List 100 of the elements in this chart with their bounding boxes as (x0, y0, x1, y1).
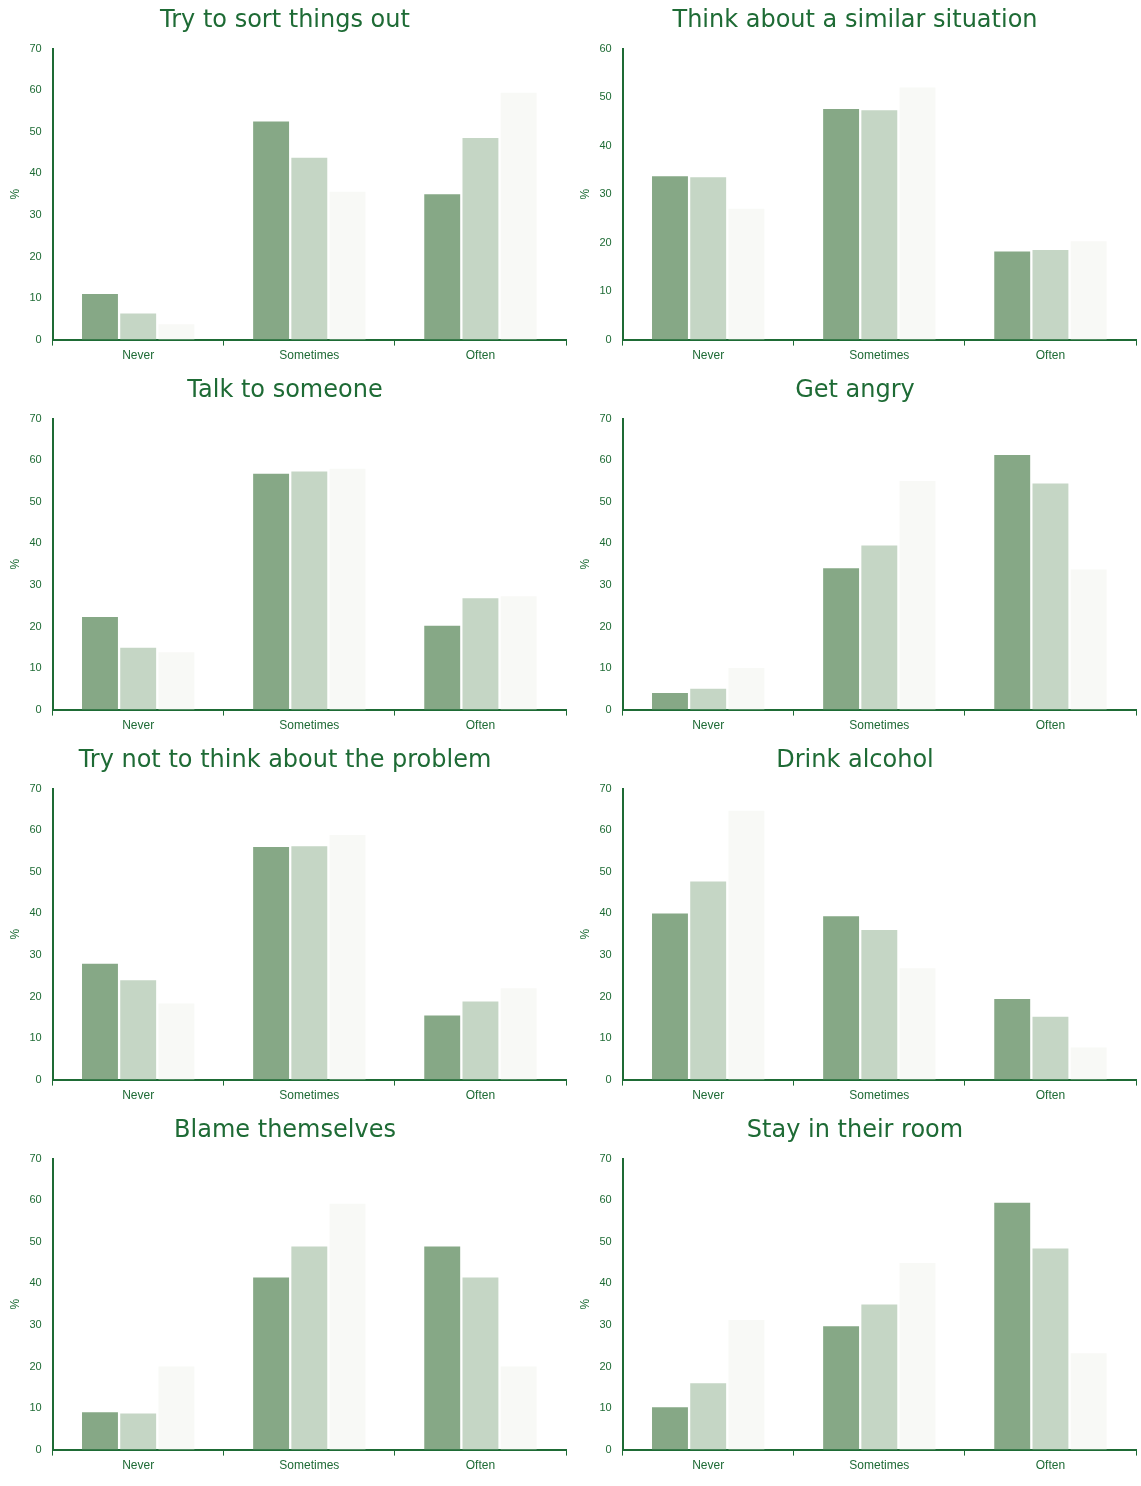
y-tick-label: 60 (599, 823, 612, 836)
bar (994, 999, 1031, 1080)
bar (158, 324, 195, 340)
y-tick-label: 30 (29, 1318, 42, 1330)
y-tick-label: 30 (599, 187, 612, 200)
y-tick-label: 40 (599, 536, 612, 549)
bar (158, 1366, 195, 1450)
x-tick-label: Never (122, 718, 155, 733)
bar (1070, 1353, 1107, 1450)
y-tick-label: 20 (599, 619, 612, 632)
x-tick-label: Sometimes (849, 718, 910, 733)
x-tick-label: Sometimes (849, 348, 910, 363)
x-tick-label: Often (1035, 348, 1066, 363)
bar (728, 668, 765, 710)
y-tick-label: 10 (29, 1401, 42, 1414)
y-tick-label: 40 (29, 906, 42, 919)
bar (291, 1246, 328, 1450)
bar (899, 87, 936, 340)
y-axis-title: % (7, 1298, 22, 1310)
y-tick-label: 40 (599, 1276, 612, 1289)
y-tick-label: 10 (599, 1401, 612, 1414)
y-tick-label: 50 (599, 90, 612, 103)
x-tick-label: Often (1035, 1458, 1066, 1473)
bar (120, 647, 157, 710)
bar (120, 1413, 157, 1450)
bar (462, 1001, 499, 1080)
y-tick-label: 10 (599, 661, 612, 674)
bar (652, 1407, 688, 1450)
bar (823, 568, 860, 710)
bar (424, 1246, 461, 1450)
bar (690, 1383, 727, 1450)
chart-title: Try not to think about the problem (77, 744, 492, 773)
bar (690, 881, 727, 1080)
y-tick-label: 0 (605, 1442, 612, 1455)
y-tick-label: 70 (599, 781, 612, 794)
x-tick-label: Never (122, 348, 155, 363)
y-axis-title: % (7, 928, 22, 940)
bar (291, 846, 328, 1080)
y-tick-label: 20 (29, 619, 42, 632)
bar (728, 208, 765, 340)
y-tick-label: 60 (29, 83, 42, 96)
y-tick-label: 50 (29, 494, 42, 507)
y-tick-label: 50 (29, 1234, 42, 1247)
bar (462, 138, 499, 340)
bar (329, 468, 366, 710)
bar (1070, 569, 1107, 710)
x-tick-label: Never (692, 1458, 725, 1473)
x-tick-label: Often (465, 348, 496, 363)
x-tick-label: Sometimes (849, 1088, 910, 1103)
x-tick-label: Sometimes (279, 348, 340, 363)
y-tick-label: 20 (29, 989, 42, 1002)
bar (500, 596, 537, 710)
bar (82, 293, 118, 340)
bar (994, 454, 1031, 710)
x-tick-label: Sometimes (279, 1458, 340, 1473)
bar (652, 176, 688, 340)
y-tick-label: 70 (29, 41, 42, 54)
y-tick-label: 60 (29, 453, 42, 466)
y-tick-label: 50 (29, 864, 42, 877)
y-tick-label: 20 (599, 235, 612, 248)
y-tick-label: 10 (599, 1031, 612, 1044)
y-tick-label: 40 (29, 166, 42, 179)
bar (329, 1203, 366, 1450)
bar (158, 652, 195, 710)
bar (994, 1202, 1031, 1450)
bar (500, 1366, 537, 1450)
bar (120, 980, 157, 1080)
bar (253, 121, 290, 340)
y-tick-label: 50 (29, 124, 42, 137)
bar (823, 108, 860, 340)
y-tick-label: 50 (599, 1234, 612, 1247)
bar (1032, 249, 1069, 340)
bar (690, 177, 727, 340)
y-tick-label: 50 (599, 864, 612, 877)
y-tick-label: 30 (29, 578, 42, 590)
x-tick-label: Often (465, 1088, 496, 1103)
bar (994, 251, 1031, 340)
y-tick-label: 50 (599, 494, 612, 507)
y-tick-label: 0 (35, 1072, 42, 1085)
y-axis-title: % (577, 928, 592, 940)
y-tick-label: 40 (599, 906, 612, 919)
bar (82, 616, 118, 710)
bar (690, 688, 727, 710)
y-tick-label: 10 (29, 661, 42, 674)
bar (82, 1412, 118, 1450)
bar (728, 1319, 765, 1450)
y-tick-label: 70 (29, 411, 42, 424)
bar (652, 692, 688, 710)
y-tick-label: 30 (599, 948, 612, 960)
y-tick-label: 60 (29, 1193, 42, 1206)
y-axis-title: % (577, 188, 592, 200)
y-tick-label: 60 (29, 823, 42, 836)
chart-title: Blame themselves (174, 1114, 396, 1143)
x-tick-label: Never (692, 718, 725, 733)
y-tick-label: 20 (29, 249, 42, 262)
x-tick-label: Sometimes (279, 718, 340, 733)
bar (424, 194, 461, 340)
x-tick-label: Often (465, 1458, 496, 1473)
y-tick-label: 30 (29, 948, 42, 960)
bar (253, 846, 290, 1080)
